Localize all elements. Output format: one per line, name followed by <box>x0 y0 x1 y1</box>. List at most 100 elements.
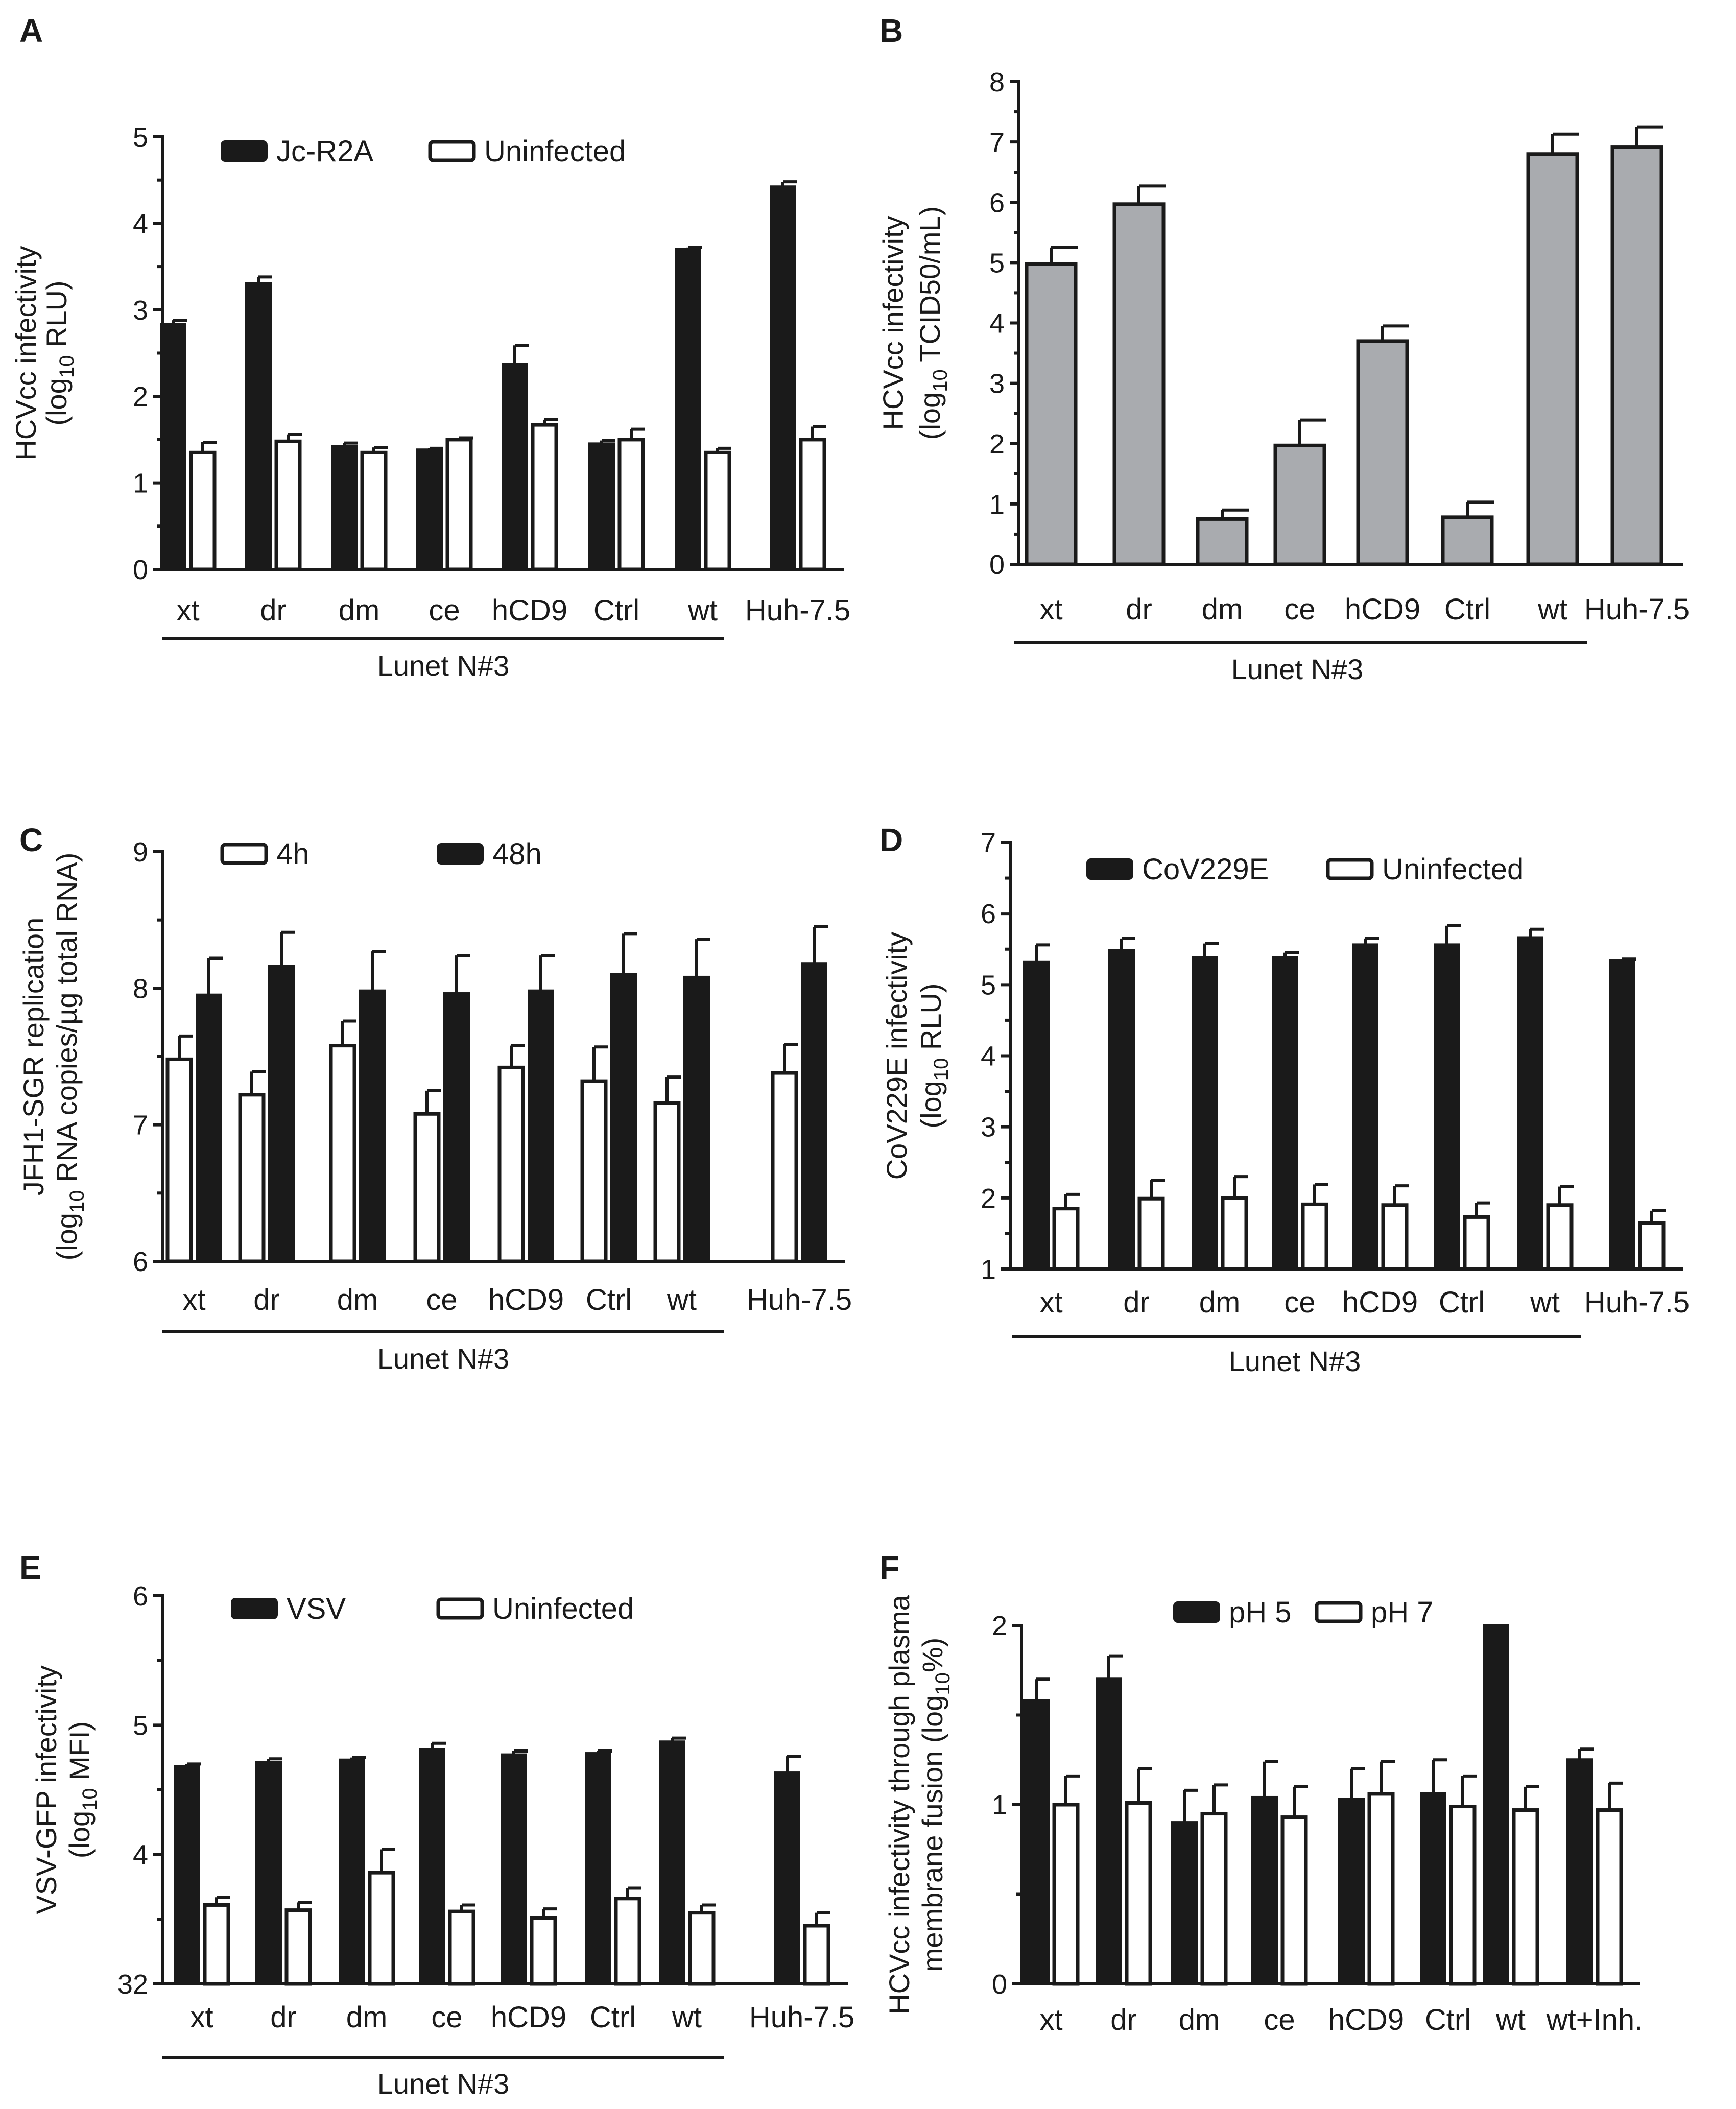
panel-f-category-label: hCD9 <box>1328 2003 1404 2036</box>
panel-a-y-tick-label: 3 <box>133 295 148 326</box>
panel-d-bar <box>1108 949 1135 1271</box>
panel-d-y-tick-label: 1 <box>981 1254 996 1285</box>
panel-e-bar <box>659 1740 685 1985</box>
panel-c-bar <box>580 1079 608 1263</box>
panel-d-bar <box>1272 956 1298 1271</box>
panel-f: F 0 1 2 xt dr dm ce hCD9 Ctrl wt wt+Inh. HCVcc infec… <box>879 1549 1643 2036</box>
panel-b-bar <box>1273 443 1326 566</box>
panel-b-y-tick-label: 6 <box>989 187 1005 218</box>
panel-a-group-label: Lunet N#3 <box>377 650 509 682</box>
panel-c-category-label: wt <box>667 1283 697 1316</box>
panel-c-bar <box>528 989 554 1263</box>
panel-b-y-tick-label: 1 <box>989 489 1005 520</box>
panel-e-legend-label: VSV <box>287 1592 346 1625</box>
panel-e-category-label: Ctrl <box>590 2001 636 2034</box>
panel-e-group-label: Lunet N#3 <box>377 2068 509 2100</box>
panel-a-y-tick-label: 4 <box>133 208 148 239</box>
panel-f-legend-label: pH 5 <box>1229 1596 1292 1629</box>
panel-e-bar <box>774 1771 800 1985</box>
panel-f-bar <box>1125 1801 1152 1986</box>
panel-e-category-label: wt <box>672 2001 702 2034</box>
panel-c-category-label: hCD9 <box>488 1283 564 1316</box>
panel-a-bar <box>416 448 443 571</box>
panel-a-category-label: hCD9 <box>492 594 567 627</box>
panel-e-bar <box>419 1748 445 1985</box>
panel-e-y-axis-title: VSV-GFP infectivity <box>30 1665 62 1914</box>
panel-f-legend-label: pH 7 <box>1371 1596 1434 1629</box>
panel-e-bar <box>284 1908 312 1986</box>
panel-e-bar <box>203 1903 230 1986</box>
panel-d-group-label: Lunet N#3 <box>1229 1345 1361 1377</box>
panel-b-y-axis-title: (log10 TCID50/mL) <box>914 206 952 440</box>
panel-e-bar <box>368 1871 395 1986</box>
panel-e-bar <box>530 1916 557 1986</box>
panel-e-bar <box>255 1761 282 1986</box>
panel-e-bar <box>339 1758 365 1986</box>
panel-c-bar <box>165 1057 193 1263</box>
panel-d-category-label: wt <box>1530 1286 1560 1319</box>
panel-a-bar <box>799 438 826 571</box>
panel-a: A 0 1 2 3 4 5 xt dr dm ce hCD9 Ctrl wt Huh-7.5 Lunet N#… <box>10 12 850 682</box>
panel-b-y-tick-label: 0 <box>989 549 1005 580</box>
panel-a-legend-swatch <box>428 140 476 162</box>
panel-a-y-tick-label: 2 <box>133 381 148 412</box>
panel-a-bar <box>189 450 217 571</box>
panel-d-category-label: Ctrl <box>1439 1286 1485 1319</box>
panel-b-y-tick-label: 2 <box>989 429 1005 460</box>
panel-e-legend-swatch <box>231 1598 278 1619</box>
panel-a-category-label: ce <box>429 594 460 627</box>
panel-e-category-label: dm <box>346 2001 388 2034</box>
panel-f-y-tick-label: 2 <box>992 1611 1007 1641</box>
panel-e-y-tick-label: 5 <box>133 1710 148 1741</box>
panel-a-bar <box>617 438 645 571</box>
panel-e-category-label: hCD9 <box>491 2001 566 2034</box>
panel-c-group-label: Lunet N#3 <box>377 1343 509 1375</box>
panel-e-y-tick-label: 32 <box>117 1969 148 2000</box>
panel-f-legend-swatch <box>1315 1601 1363 1623</box>
panel-f-bar <box>1367 1792 1395 1986</box>
panel-a-bar <box>274 439 302 571</box>
panel-d-legend-label: CoV229E <box>1142 853 1269 886</box>
panel-d-category-label: dr <box>1123 1286 1150 1319</box>
panel-c-bar <box>238 1093 266 1263</box>
panel-c-bar <box>683 975 710 1263</box>
panel-c-legend-label: 48h <box>492 837 542 871</box>
panel-a-category-label: dm <box>339 594 380 627</box>
panel-c-bar <box>196 993 222 1263</box>
panel-c-bar <box>268 965 295 1263</box>
panel-e-bar <box>585 1752 611 1985</box>
panel-d-bar <box>1638 1221 1666 1271</box>
panel-a-letter: A <box>19 12 43 49</box>
panel-f-y-axis-title: HCVcc infectivity through plasma <box>883 1594 915 2015</box>
panel-b-bar <box>1196 517 1249 566</box>
panel-e-y-tick-label: 4 <box>133 1840 148 1871</box>
panel-e-bar <box>614 1897 641 1986</box>
panel-a-bar <box>770 185 796 571</box>
panel-a-y-axis-title: (log10 RLU) <box>40 280 78 425</box>
panel-f-legend-swatch <box>1173 1601 1220 1623</box>
panel-a-bar <box>331 445 358 571</box>
panel-c-letter: C <box>19 822 43 858</box>
panel-c-y-tick-label: 9 <box>133 837 148 868</box>
panel-d-bar <box>1381 1203 1409 1271</box>
panel-b-bar <box>1526 152 1579 566</box>
panel-b-category-label: wt <box>1537 593 1567 626</box>
panel-d-category-label: xt <box>1039 1286 1062 1319</box>
panel-f-bar <box>1596 1808 1623 1986</box>
panel-d-category-label: Huh-7.5 <box>1584 1286 1690 1319</box>
panel-d-y-tick-label: 2 <box>981 1183 996 1214</box>
panel-e: E 32 4 5 6 xt dr dm ce hCD9 Ctrl wt Huh-7.5 Lunet N#3… <box>19 1549 854 2100</box>
panel-e-letter: E <box>19 1549 41 1586</box>
panel-d-legend-swatch <box>1086 858 1133 880</box>
panel-a-bar <box>360 450 388 571</box>
panel-d-bar <box>1517 936 1543 1271</box>
panel-a-category-label: Ctrl <box>593 594 639 627</box>
panel-e-bar <box>448 1909 475 1986</box>
panel-d-legend-swatch <box>1326 858 1374 880</box>
panel-d-bar <box>1221 1196 1248 1271</box>
panel-c-bar <box>653 1101 681 1263</box>
panel-d-y-tick-label: 3 <box>981 1112 996 1143</box>
panel-e-category-label: dr <box>270 2001 297 2034</box>
panel-e-category-label: Huh-7.5 <box>749 2001 854 2034</box>
